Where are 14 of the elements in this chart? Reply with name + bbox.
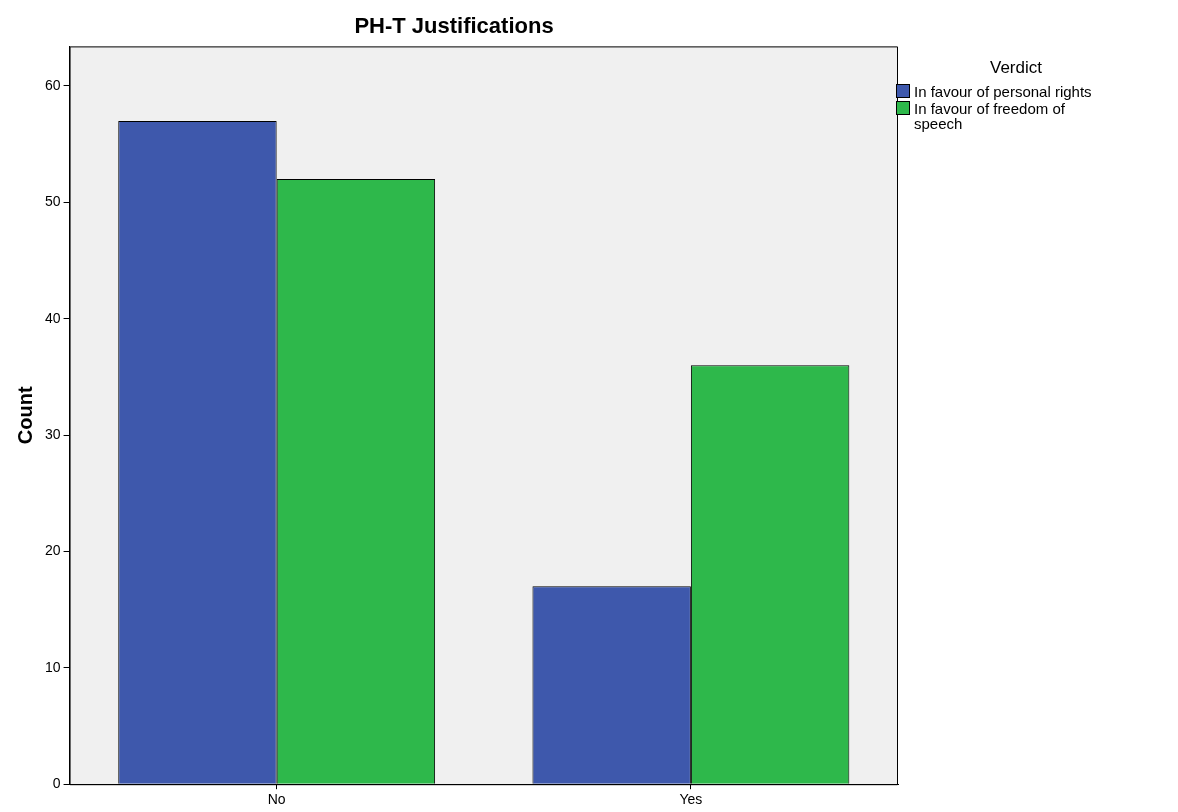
y-tick-label: 50	[44, 193, 61, 210]
x-tick-label: Yes	[679, 791, 703, 808]
chart-title: PH-T Justifications	[354, 13, 554, 39]
y-tick-label: 20	[44, 542, 61, 559]
y-tick-label: 30	[44, 425, 61, 442]
legend-label: In favour of freedom of speech	[914, 100, 1066, 132]
y-tick-label: 10	[44, 658, 61, 675]
y-tick-label: 0	[52, 775, 61, 792]
legend-label: In favour of personal rights	[914, 83, 1092, 100]
legend-title: Verdict	[989, 58, 1043, 78]
y-tick-label: 40	[44, 309, 61, 326]
x-tick-label: No	[267, 791, 286, 808]
y-tick-label: 60	[44, 76, 61, 93]
y-axis-title: Count	[13, 386, 36, 445]
